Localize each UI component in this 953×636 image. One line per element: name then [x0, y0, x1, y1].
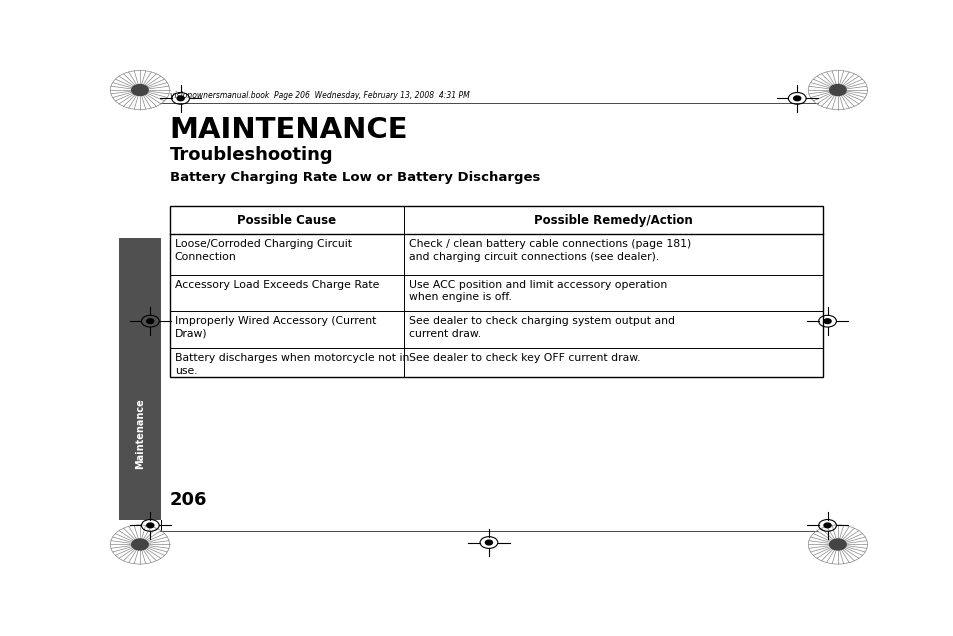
Circle shape [132, 539, 148, 550]
Circle shape [829, 85, 845, 95]
Circle shape [147, 523, 153, 528]
Text: 206: 206 [170, 491, 207, 509]
Circle shape [132, 85, 148, 95]
Text: visionownersmanual.book  Page 206  Wednesday, February 13, 2008  4:31 PM: visionownersmanual.book Page 206 Wednesd… [170, 92, 469, 100]
Circle shape [823, 523, 830, 528]
Text: MAINTENANCE: MAINTENANCE [170, 116, 408, 144]
Text: See dealer to check charging system output and
current draw.: See dealer to check charging system outp… [409, 316, 675, 338]
Circle shape [829, 539, 845, 550]
Text: Use ACC position and limit accessory operation
when engine is off.: Use ACC position and limit accessory ope… [409, 280, 667, 302]
Circle shape [485, 540, 492, 545]
Text: Check / clean battery cable connections (page 181)
and charging circuit connecti: Check / clean battery cable connections … [409, 239, 691, 262]
Bar [170, 206, 822, 378]
Circle shape [147, 319, 153, 324]
Text: Troubleshooting: Troubleshooting [170, 146, 333, 163]
Circle shape [177, 96, 184, 100]
Text: Maintenance: Maintenance [134, 398, 145, 469]
Text: Battery Charging Rate Low or Battery Discharges: Battery Charging Rate Low or Battery Dis… [170, 171, 539, 184]
Text: Possible Remedy/Action: Possible Remedy/Action [534, 214, 692, 227]
Text: Battery discharges when motorcycle not in
use.: Battery discharges when motorcycle not i… [174, 353, 409, 376]
Text: Loose/Corroded Charging Circuit
Connection: Loose/Corroded Charging Circuit Connecti… [174, 239, 352, 262]
Circle shape [793, 96, 800, 100]
Text: Possible Cause: Possible Cause [237, 214, 335, 227]
Bar [119, 238, 161, 520]
Text: Improperly Wired Accessory (Current
Draw): Improperly Wired Accessory (Current Draw… [174, 316, 375, 338]
Text: See dealer to check key OFF current draw.: See dealer to check key OFF current draw… [409, 353, 639, 363]
Circle shape [823, 319, 830, 324]
Text: Accessory Load Exceeds Charge Rate: Accessory Load Exceeds Charge Rate [174, 280, 378, 289]
